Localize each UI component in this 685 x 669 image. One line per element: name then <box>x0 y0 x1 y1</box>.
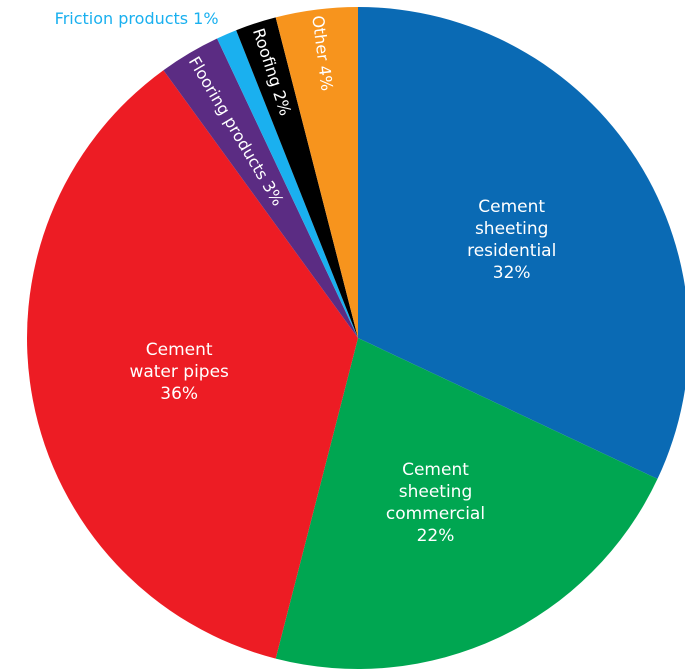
value-label: 32% <box>492 263 531 284</box>
category-label: Friction products <box>55 9 188 28</box>
value-label: 22% <box>416 525 455 546</box>
slice-label-box: Cement sheeting residential 32% <box>447 185 577 295</box>
value-label: 1% <box>193 9 218 28</box>
category-label: Cement sheeting residential <box>467 197 557 262</box>
pie-slice <box>236 17 358 338</box>
category-label: Cement sheeting commercial <box>385 459 486 524</box>
slice-label: Friction products 1% <box>55 9 219 28</box>
category-label: Cement water pipes <box>129 340 229 383</box>
pie-slice <box>275 338 658 669</box>
value-label: 4% <box>315 64 337 92</box>
slice-label-box: Cement sheeting commercial 22% <box>371 448 501 558</box>
pie-slice <box>217 30 358 338</box>
slice-label-box: Cement water pipes 36% <box>114 317 244 427</box>
pie-slice <box>27 70 359 659</box>
pie-slice <box>358 7 685 479</box>
pie-slice <box>275 7 358 338</box>
pie-slice <box>163 38 358 338</box>
value-label: 36% <box>160 384 199 405</box>
